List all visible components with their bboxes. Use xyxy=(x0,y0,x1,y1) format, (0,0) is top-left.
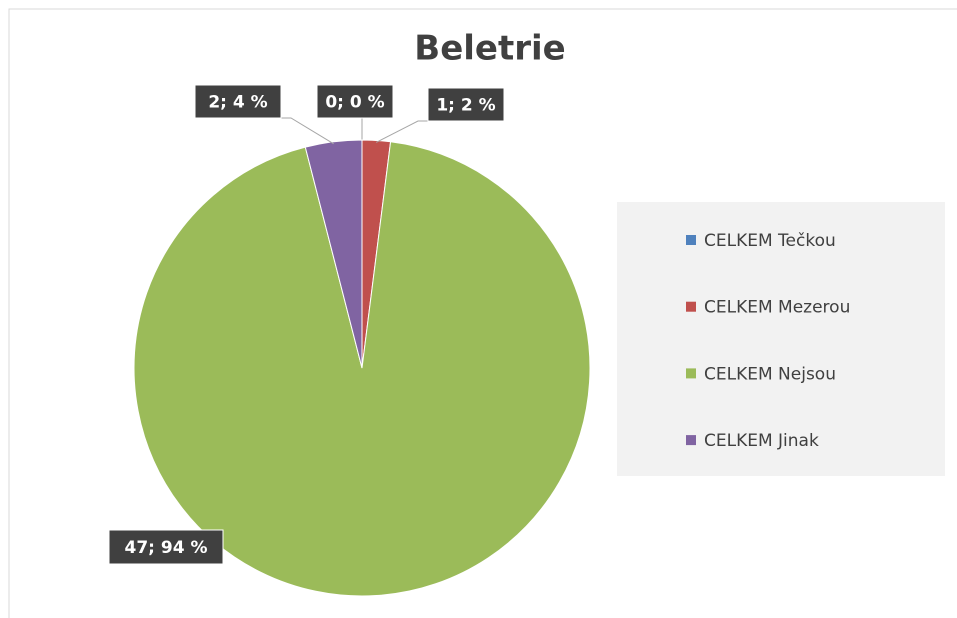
data-label-box xyxy=(316,84,394,119)
legend-label: CELKEM Nejsou xyxy=(704,364,836,384)
data-label-box xyxy=(427,87,505,122)
chart-title: Beletrie xyxy=(414,29,565,69)
leader-line xyxy=(281,117,334,145)
data-label: 2; 4 % xyxy=(208,93,267,113)
legend-swatch xyxy=(686,435,696,446)
legend xyxy=(617,202,945,476)
legend-swatch xyxy=(686,301,696,312)
leader-line xyxy=(375,120,428,143)
legend-label: CELKEM Tečkou xyxy=(704,231,836,251)
legend-swatch xyxy=(686,235,696,245)
data-label-box xyxy=(194,84,282,119)
data-label: 47; 94 % xyxy=(125,538,208,558)
legend-label: CELKEM Jinak xyxy=(704,431,819,451)
pie-slice xyxy=(304,139,363,369)
data-label-box xyxy=(108,529,224,565)
data-label: 0; 0 % xyxy=(325,93,384,113)
legend-label: CELKEM Mezerou xyxy=(704,298,850,318)
data-label: 1; 2 % xyxy=(436,96,495,116)
pie-slice xyxy=(133,141,591,597)
legend-swatch xyxy=(686,368,696,379)
